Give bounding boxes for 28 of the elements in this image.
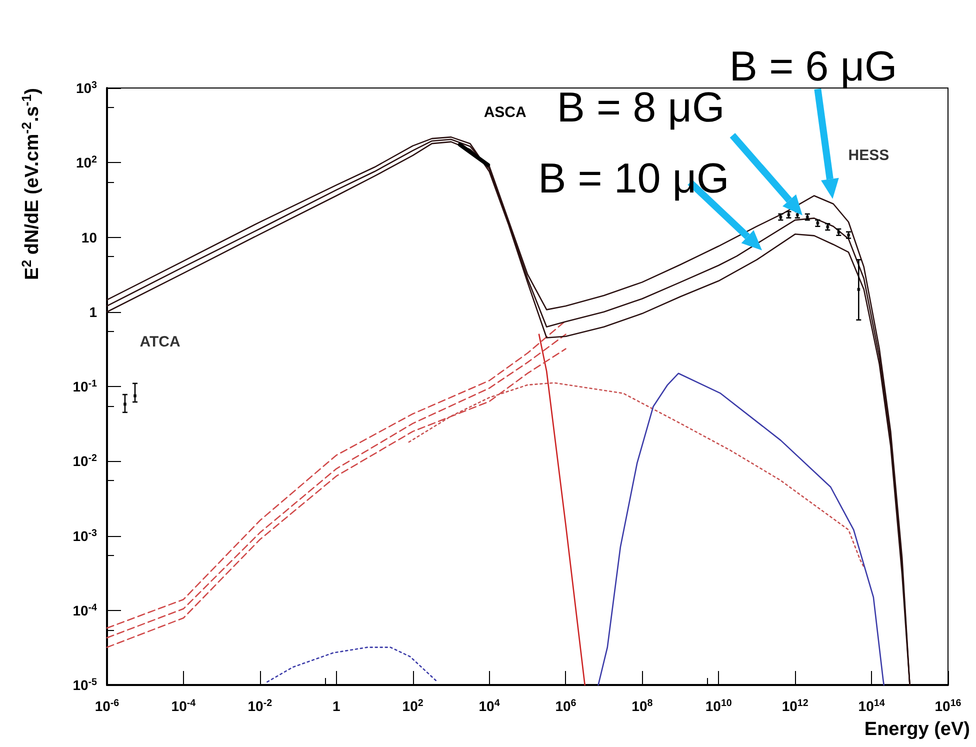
y-tick-label: 1 bbox=[89, 304, 98, 320]
x-tick-label: 10$^{6}$ bbox=[555, 698, 577, 714]
x-tick-label: 10$^{4}$ bbox=[478, 698, 500, 714]
y-tick-label: 10$^{2}$ bbox=[76, 154, 98, 171]
text: ASCA bbox=[484, 104, 526, 121]
x-axis-title: Energy (eV) bbox=[864, 719, 970, 740]
y-tick-label: 10 bbox=[81, 229, 98, 246]
y-tick-label: 10$^{-3}$ bbox=[72, 527, 98, 544]
text: HESS bbox=[848, 146, 890, 164]
x-tick-label: 10$^{-6}$ bbox=[94, 698, 120, 714]
x-tick-label: 10$^{8}$ bbox=[632, 698, 654, 714]
y-tick-label: 10$^{-1}$ bbox=[72, 378, 98, 394]
y-tick-label: 10$^{-5}$ bbox=[72, 676, 98, 693]
annotation: B = 10 μG bbox=[538, 154, 730, 202]
y-tick-label: 10$^{-4}$ bbox=[72, 602, 98, 618]
x-tick-label: 10$^{-4}$ bbox=[171, 698, 196, 714]
x-tick-label: 1 bbox=[332, 698, 340, 714]
annotation: B = 8 μG bbox=[556, 84, 725, 131]
x-tick-label: 10$^{14}$ bbox=[858, 698, 886, 714]
text: ATCA bbox=[140, 333, 180, 350]
x-tick-label: 10$^{-2}$ bbox=[248, 698, 273, 714]
x-tick-label: 10$^{16}$ bbox=[934, 698, 962, 714]
x-tick-label: 10$^{10}$ bbox=[705, 698, 732, 714]
annotation: B = 6 μG bbox=[729, 42, 898, 90]
y-tick-label: 10$^{3}$ bbox=[76, 80, 98, 96]
x-tick-label: 10$^{12}$ bbox=[782, 698, 809, 714]
x-tick-label: 10$^{2}$ bbox=[402, 698, 424, 714]
y-tick-label: 10$^{-2}$ bbox=[72, 452, 98, 470]
